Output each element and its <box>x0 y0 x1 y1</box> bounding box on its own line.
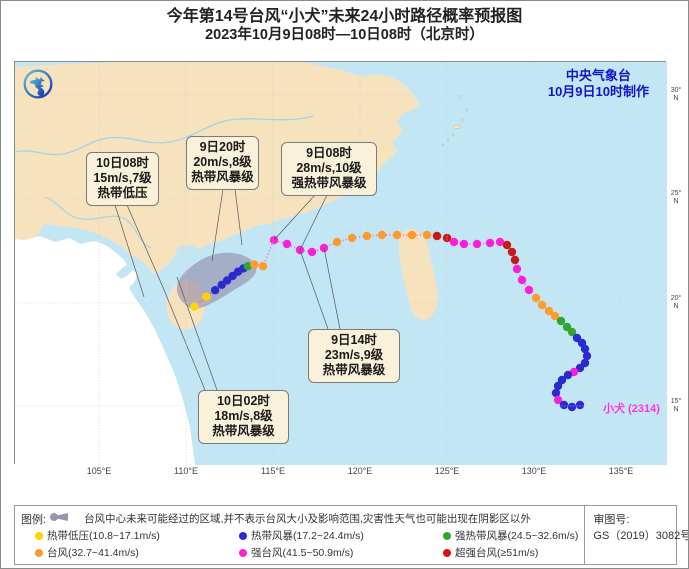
svg-text:小犬 (2314): 小犬 (2314) <box>602 401 660 415</box>
